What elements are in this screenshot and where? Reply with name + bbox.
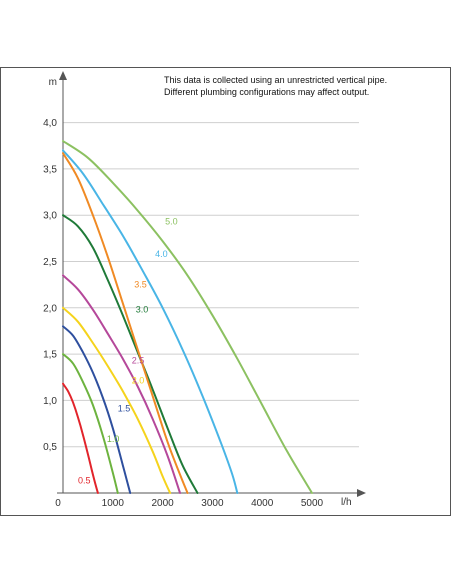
x-tick-label: 5000	[301, 498, 324, 509]
pump-performance-chart: m l/h 0,5 1,0 1,5 2,0 2,5 3,0 3,5 4,0 0 1000 2000 3…	[43, 71, 387, 509]
series-curves	[62, 140, 313, 494]
grid-lines	[63, 122, 359, 448]
chart-frame: m l/h 0,5 1,0 1,5 2,0 2,5 3,0 3,5 4,0 0 1000 2000 3…	[0, 67, 451, 516]
y-tick-label: 2,5	[43, 257, 57, 268]
series-curve-3-5	[62, 152, 189, 494]
note-line-1: This data is collected using an unrestri…	[164, 75, 387, 85]
series-label-5-0: 5.0	[165, 216, 178, 226]
series-label-2-5: 2.5	[132, 355, 145, 365]
note-line-2: Different plumbing configurations may af…	[164, 87, 369, 97]
y-tick-label: 3,0	[43, 211, 57, 222]
series-label-3-5: 3.5	[134, 279, 147, 289]
x-tick-label: 2000	[151, 498, 174, 509]
series-curve-0-5	[62, 382, 99, 494]
axes: m l/h	[49, 71, 366, 508]
series-label-4-0: 4.0	[155, 249, 168, 259]
series-curve-4-0	[62, 149, 239, 494]
x-tick-label: 4000	[251, 498, 274, 509]
series-label-3-0: 3.0	[136, 304, 149, 314]
y-axis-label: m	[49, 77, 57, 88]
tick-labels: 0,5 1,0 1,5 2,0 2,5 3,0 3,5 4,0 0 1000 2000 3000 400…	[43, 118, 323, 509]
series-curve-1-5	[62, 325, 132, 494]
x-axis-label: l/h	[341, 497, 352, 508]
series-label-1-0: 1.0	[107, 434, 120, 444]
series-label-1-5: 1.5	[118, 404, 131, 414]
x-tick-label: 1000	[102, 498, 125, 509]
x-axis-arrow	[357, 489, 366, 497]
series-curve-2-0	[62, 306, 172, 494]
series-label-0-5: 0.5	[78, 476, 91, 486]
y-tick-label: 1,5	[43, 350, 57, 361]
series-curve-5-0	[62, 140, 313, 494]
series-curve-1-0	[62, 353, 119, 494]
x-tick-label: 3000	[201, 498, 224, 509]
series-curve-2-5	[62, 274, 181, 494]
y-tick-label: 4,0	[43, 118, 57, 129]
series-label-2-0: 2.0	[132, 376, 145, 386]
y-axis-arrow	[59, 71, 67, 80]
y-tick-label: 2,0	[43, 303, 57, 314]
x-tick-label: 0	[55, 498, 61, 509]
y-tick-label: 1,0	[43, 396, 57, 407]
y-tick-label: 3,5	[43, 164, 57, 175]
series-curve-3-0	[62, 214, 199, 494]
y-tick-label: 0,5	[43, 442, 57, 453]
series-labels: 0.5 1.0 1.5 2.0 2.5 3.0 3.5 4.0 5.0	[78, 216, 178, 485]
